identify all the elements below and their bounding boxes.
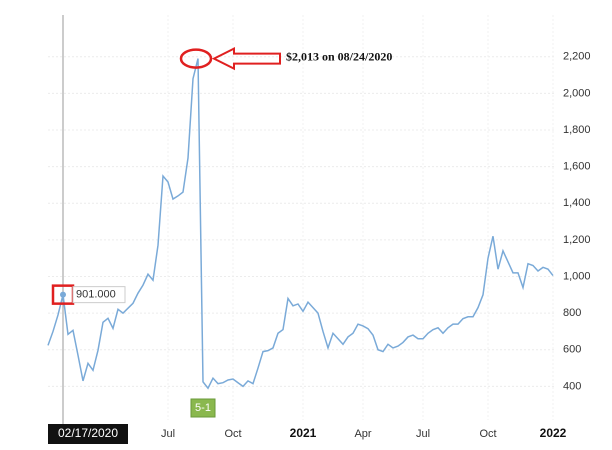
x-tick-label: Oct [479,428,496,440]
flag-label: 5-1 [195,402,211,414]
peak-annotation: $2,013 on 08/24/2020 [286,49,392,63]
price-line [47,58,554,390]
tooltip-box [72,286,126,304]
y-tick-label: 600 [563,344,581,356]
peak-circle [179,48,213,69]
y-tick-label: 2,000 [563,87,591,99]
y-tick-label: 1,200 [563,234,591,246]
crosshair-date: 02/17/2020 [58,426,118,440]
y-tick-label: 800 [563,307,581,319]
tooltip-label: 901.000 [76,289,116,301]
y-tick-label: 2,200 [563,51,591,63]
y-tick-label: 400 [563,380,581,392]
y-tick-label: 1,800 [563,124,591,136]
x-tick-label: Jul [161,428,175,440]
crosshair-date-box [48,424,128,444]
x-tick-label: Apr [354,428,371,440]
x-tick-label: Jul [416,428,430,440]
y-tick-label: 1,400 [563,197,591,209]
x-tick-label: 2022 [540,426,567,440]
x-tick-label: 2021 [290,426,317,440]
y-tick-label: 1,600 [563,161,591,173]
peak-arrow [211,46,281,71]
flag-box [190,398,216,418]
y-tick-label: 1,000 [563,270,591,282]
point-marker [60,291,66,298]
x-tick-label: Oct [224,428,241,440]
